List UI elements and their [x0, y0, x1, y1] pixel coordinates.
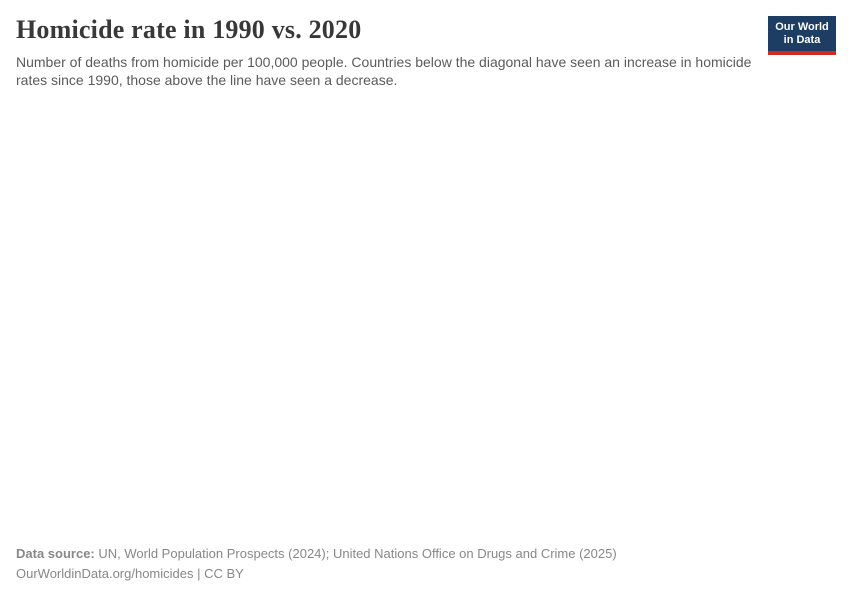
chart-header: Homicide rate in 1990 vs. 2020 Number of…	[0, 0, 850, 89]
data-source-line: Data source: UN, World Population Prospe…	[16, 544, 834, 564]
data-source-label: Data source:	[16, 546, 95, 561]
owid-logo-box: Our World in Data	[768, 16, 836, 51]
data-source-text: UN, World Population Prospects (2024); U…	[94, 546, 617, 561]
chart-plot-area	[0, 89, 850, 544]
chart-footer: Data source: UN, World Population Prospe…	[0, 544, 850, 600]
page-title: Homicide rate in 1990 vs. 2020	[16, 15, 362, 44]
owid-logo-line2: in Data	[783, 34, 821, 46]
owid-logo[interactable]: Our World in Data	[768, 16, 836, 55]
chart-subtitle: Number of deaths from homicide per 100,0…	[16, 54, 752, 88]
owid-logo-red-bar	[768, 51, 836, 55]
license-line[interactable]: OurWorldinData.org/homicides | CC BY	[16, 566, 244, 581]
owid-logo-line1: Our World	[775, 21, 829, 33]
